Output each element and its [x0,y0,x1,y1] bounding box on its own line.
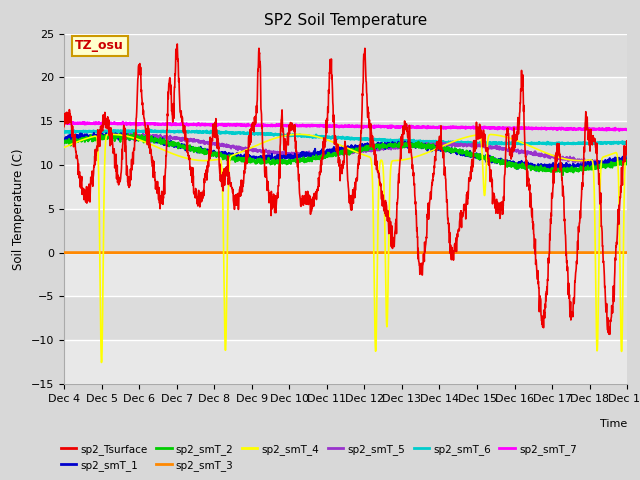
Bar [64,209,627,252]
Bar [64,296,627,340]
Text: TZ_osu: TZ_osu [76,39,124,52]
Bar [64,77,627,121]
Bar [64,252,627,296]
Bar [64,165,627,209]
Bar [64,121,627,165]
Y-axis label: Soil Temperature (C): Soil Temperature (C) [12,148,26,270]
Legend: sp2_Tsurface, sp2_smT_1, sp2_smT_2, sp2_smT_3, sp2_smT_4, sp2_smT_5, sp2_smT_6, : sp2_Tsurface, sp2_smT_1, sp2_smT_2, sp2_… [56,439,581,475]
Bar [64,340,627,384]
Title: SP2 Soil Temperature: SP2 Soil Temperature [264,13,428,28]
Text: Time: Time [600,419,627,429]
Bar [64,34,627,77]
